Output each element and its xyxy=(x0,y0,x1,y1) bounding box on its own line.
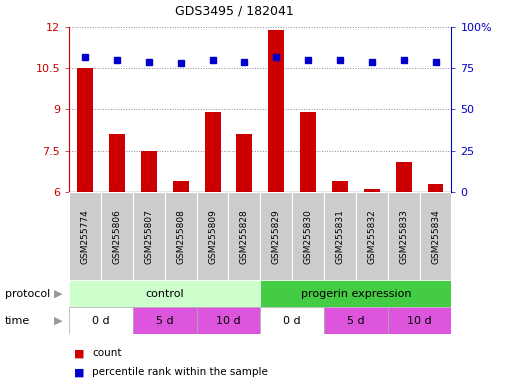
Bar xyxy=(261,192,292,280)
Text: GSM255806: GSM255806 xyxy=(112,209,122,263)
Bar xyxy=(101,192,133,280)
Text: GSM255831: GSM255831 xyxy=(336,209,344,263)
Text: ▶: ▶ xyxy=(54,316,63,326)
Text: percentile rank within the sample: percentile rank within the sample xyxy=(92,367,268,377)
Bar xyxy=(196,192,228,280)
Bar xyxy=(388,307,451,334)
Text: GSM255774: GSM255774 xyxy=(81,209,90,263)
Bar xyxy=(141,151,157,192)
Bar xyxy=(77,68,93,192)
Text: GSM255834: GSM255834 xyxy=(431,209,440,263)
Bar xyxy=(69,280,261,307)
Bar xyxy=(332,181,348,192)
Bar xyxy=(196,307,261,334)
Text: GSM255809: GSM255809 xyxy=(208,209,217,263)
Bar xyxy=(236,134,252,192)
Text: GSM255829: GSM255829 xyxy=(272,209,281,263)
Bar xyxy=(205,112,221,192)
Text: ■: ■ xyxy=(74,367,88,377)
Bar xyxy=(69,307,133,334)
Text: ▶: ▶ xyxy=(54,289,63,299)
Text: GDS3495 / 182041: GDS3495 / 182041 xyxy=(175,4,294,17)
Text: 10 d: 10 d xyxy=(407,316,432,326)
Bar xyxy=(324,192,356,280)
Text: 0 d: 0 d xyxy=(92,316,110,326)
Bar xyxy=(364,189,380,192)
Bar xyxy=(261,280,451,307)
Text: GSM255832: GSM255832 xyxy=(367,209,377,263)
Bar xyxy=(300,112,316,192)
Text: control: control xyxy=(146,289,184,299)
Bar xyxy=(109,134,125,192)
Text: 0 d: 0 d xyxy=(283,316,301,326)
Bar xyxy=(69,192,101,280)
Text: progerin expression: progerin expression xyxy=(301,289,411,299)
Bar xyxy=(268,30,284,192)
Text: GSM255830: GSM255830 xyxy=(304,209,312,263)
Text: 10 d: 10 d xyxy=(216,316,241,326)
Bar xyxy=(420,192,451,280)
Text: time: time xyxy=(5,316,30,326)
Bar xyxy=(396,162,411,192)
Bar xyxy=(173,181,189,192)
Bar xyxy=(292,192,324,280)
Text: GSM255828: GSM255828 xyxy=(240,209,249,263)
Bar xyxy=(388,192,420,280)
Text: 5 d: 5 d xyxy=(347,316,365,326)
Text: GSM255807: GSM255807 xyxy=(144,209,153,263)
Text: GSM255808: GSM255808 xyxy=(176,209,185,263)
Text: count: count xyxy=(92,348,122,358)
Bar xyxy=(324,307,388,334)
Text: ■: ■ xyxy=(74,348,88,358)
Bar xyxy=(165,192,196,280)
Bar xyxy=(133,192,165,280)
Bar xyxy=(228,192,261,280)
Text: GSM255833: GSM255833 xyxy=(399,209,408,263)
Text: protocol: protocol xyxy=(5,289,50,299)
Bar xyxy=(356,192,388,280)
Text: 5 d: 5 d xyxy=(156,316,173,326)
Bar xyxy=(427,184,443,192)
Bar xyxy=(133,307,196,334)
Bar xyxy=(261,307,324,334)
